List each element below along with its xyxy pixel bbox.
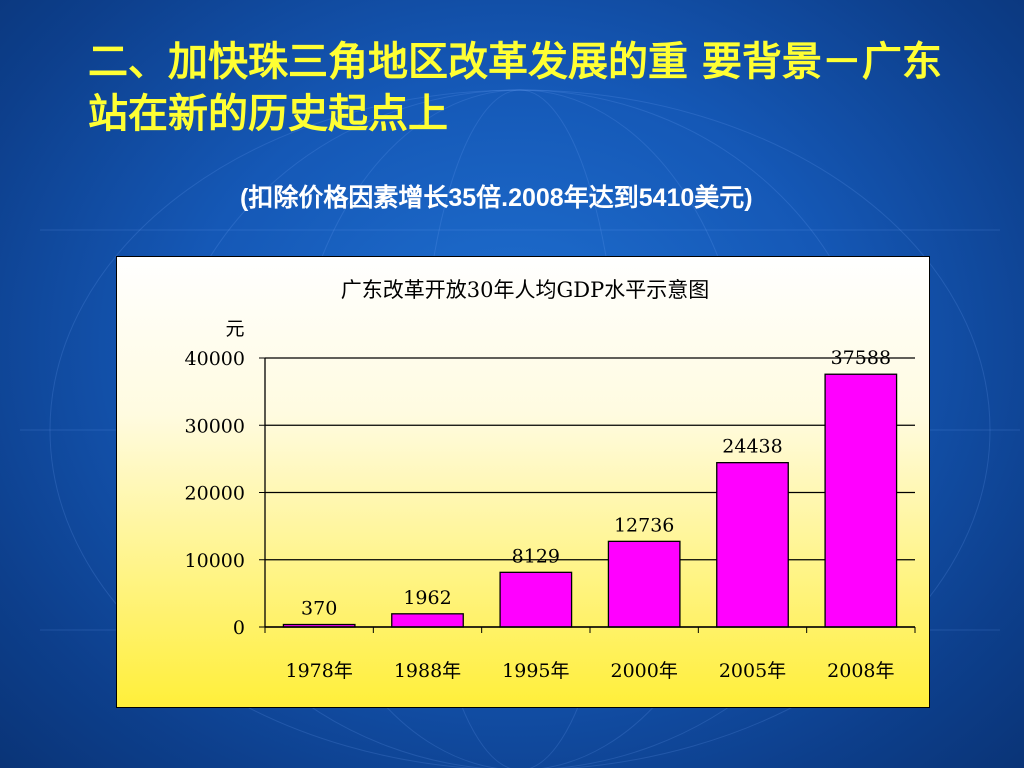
x-tick-label: 1978年: [285, 660, 352, 682]
x-tick-label: 2008年: [827, 660, 894, 682]
x-tick-label: 2005年: [719, 660, 786, 682]
x-tick-label: 1988年: [394, 660, 461, 682]
bar-value-label: 12736: [614, 514, 674, 536]
bar-value-label: 1962: [403, 587, 451, 609]
chart-title: 广东改革开放30年人均GDP水平示意图: [341, 278, 709, 302]
slide-title: 二、加快珠三角地区改革发展的重 要背景－广东站在新的历史起点上: [88, 39, 942, 137]
x-axis-ticks: 1978年 1988年 1995年 2000年 2005年 2008年: [264, 626, 916, 682]
y-axis-unit-label: 元: [225, 318, 244, 340]
bar: [716, 462, 789, 628]
slide-subtitle: (扣除价格因素增长35倍.2008年达到5410美元): [240, 184, 753, 212]
x-tick-label: 2000年: [610, 660, 677, 682]
bar-value-label: 24438: [722, 436, 782, 458]
y-axis-ticks: 0 10000 20000 30000 40000: [185, 348, 265, 639]
gridlines: [264, 357, 915, 628]
y-tick-label: 20000: [185, 483, 245, 505]
bar-value-label: 370: [301, 598, 337, 620]
bars: 370 1962 8129 12736 24438 37588: [282, 347, 898, 628]
bar-chart: 广东改革开放30年人均GDP水平示意图 元 0 10000 20000 30000 40…: [185, 278, 916, 682]
bar-value-label: 37588: [831, 347, 891, 369]
y-tick-label: 10000: [185, 550, 245, 572]
bar: [391, 613, 464, 628]
y-tick-label: 30000: [185, 415, 245, 437]
y-tick-label: 40000: [185, 348, 245, 370]
bar: [607, 540, 681, 628]
y-tick-label: 0: [233, 617, 245, 639]
x-tick-label: 1995年: [502, 660, 569, 682]
bar: [499, 571, 573, 628]
bar-value-label: 8129: [512, 545, 560, 567]
chart-panel: 广东改革开放30年人均GDP水平示意图 元 0 10000 20000 30000 40…: [116, 256, 930, 708]
bar: [824, 373, 898, 628]
